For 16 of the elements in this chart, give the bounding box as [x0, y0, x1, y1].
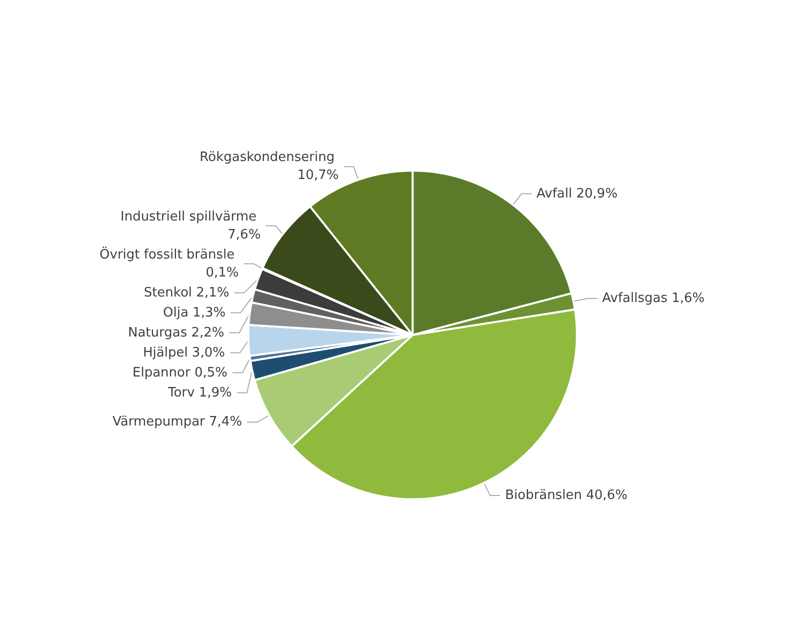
data-label: 7,6% — [228, 227, 261, 242]
slice-label: Avfallsgas 1,6% — [602, 290, 705, 306]
slice-label: Biobränslen 40,6% — [505, 488, 628, 504]
slice-label: Naturgas 2,2% — [128, 325, 224, 340]
slice-label: Industriell spillvärme — [120, 209, 261, 224]
slice-label: Stenkol 2,1% — [144, 285, 230, 300]
slice-label: Rökgaskondensering — [200, 150, 339, 166]
slice-label: Torv 1,9% — [166, 385, 232, 400]
data-label: 0,1% — [206, 265, 239, 280]
slice-label: Olja 1,3% — [163, 305, 226, 320]
slice-label: Övrigt fossilt bränsle — [100, 246, 239, 262]
slice-label: Avfall 20,9% — [536, 186, 618, 202]
data-label: 10,7% — [297, 168, 339, 184]
slice-label: Hjälpel 3,0% — [142, 345, 225, 360]
slice-label: Värmepumpar 7,4% — [112, 414, 242, 430]
slice-label: Elpannor 0,5% — [132, 365, 228, 380]
